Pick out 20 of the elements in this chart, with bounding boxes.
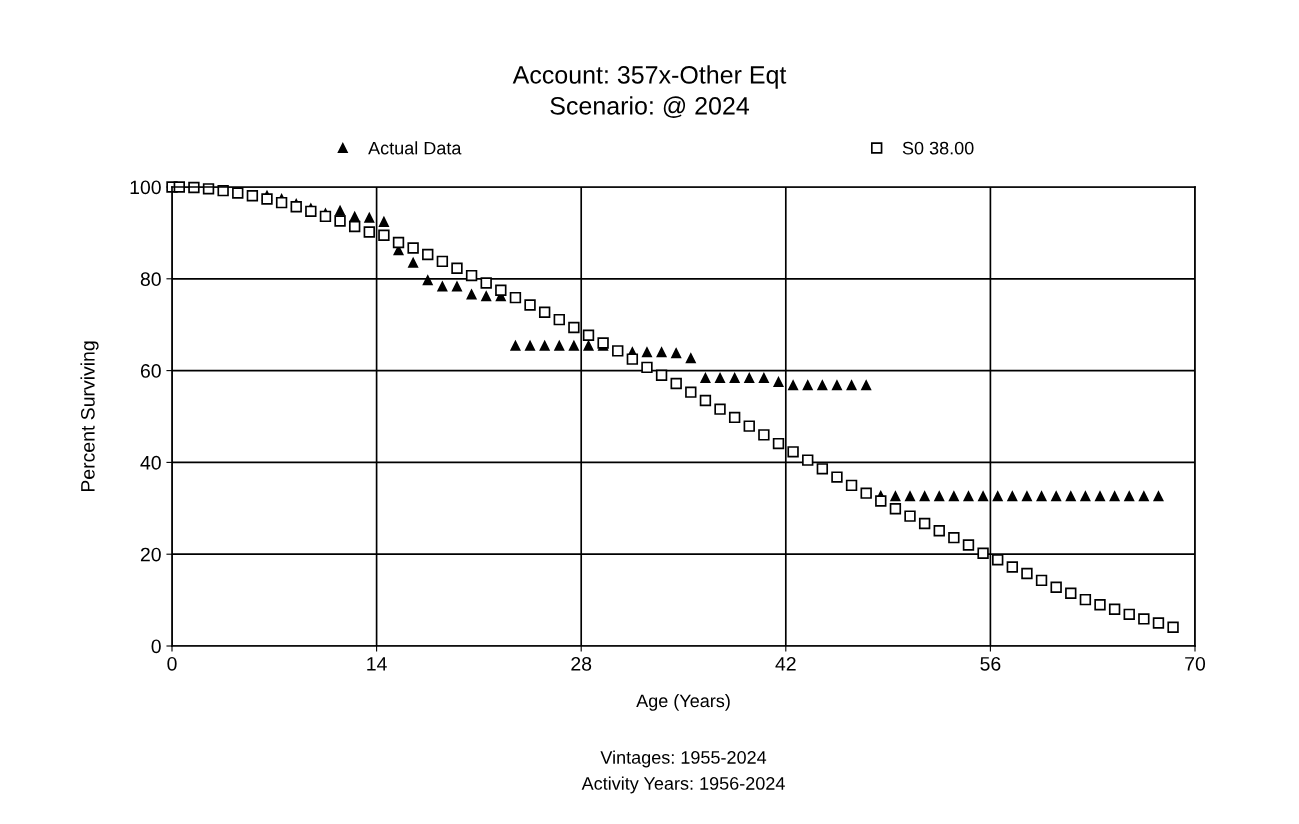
chart-title: Account: 357x-Other Eqt — [512, 65, 787, 89]
text: Vintages: 1955-2024 — [600, 750, 767, 768]
legend-label: Actual Data — [368, 141, 462, 155]
y-tick-label: 0 — [151, 639, 161, 654]
x-tick-label: 0 — [167, 656, 177, 671]
x-tick-label: 70 — [1185, 656, 1206, 671]
y-tick-label: 40 — [140, 455, 161, 470]
x-tick-label: 42 — [775, 656, 796, 671]
y-axis-title: Percent Surviving — [80, 341, 99, 492]
x-tick-label: 56 — [980, 656, 1001, 671]
y-tick-label: 100 — [130, 180, 161, 195]
chart-subtitle: Scenario: @ 2024 — [550, 96, 750, 118]
text: Activity Years: 1956-2024 — [581, 776, 785, 794]
x-tick-label: 14 — [367, 657, 387, 671]
y-tick-label: 60 — [140, 364, 161, 378]
legend-label: S0 38.00 — [902, 141, 974, 155]
x-tick-label: 28 — [571, 656, 592, 671]
y-tick-label: 20 — [140, 547, 161, 562]
y-tick-label: 80 — [140, 272, 161, 287]
x-axis-title: Age (Years) — [636, 693, 730, 711]
